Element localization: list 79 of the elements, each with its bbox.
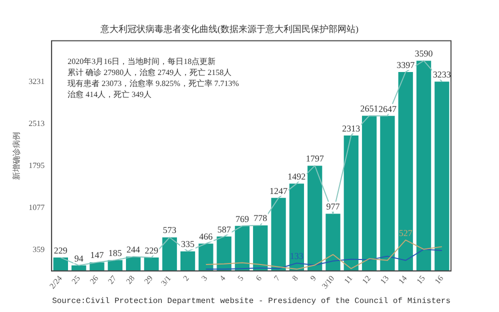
data-label: 229 xyxy=(54,245,68,256)
annotation: 2020年3月16日，当地时间，每日18点更新 xyxy=(68,56,216,66)
x-tick-label: 15 xyxy=(414,274,427,286)
data-label: 573 xyxy=(162,225,177,236)
x-tick-label: 28 xyxy=(124,274,136,286)
bar xyxy=(362,116,377,271)
x-tick-label: 12 xyxy=(360,274,372,286)
x-tick-label: 14 xyxy=(396,274,409,286)
x-tick-label: 6 xyxy=(254,274,264,283)
y-tick-label: 1077 xyxy=(28,202,45,212)
data-label: 229 xyxy=(144,245,159,256)
x-tick-label: 25 xyxy=(70,274,82,286)
annotation: 现有患者 23073，治愈率 9.825%，死亡率 7.713% xyxy=(68,78,240,88)
source-note: Source:Civil Protection Department website - Presidency of the Council of Ministers xyxy=(52,297,451,306)
y-tick-label: 1795 xyxy=(28,160,45,170)
bar xyxy=(416,60,432,271)
data-label: 3233 xyxy=(432,69,452,80)
x-tick-label: 11 xyxy=(342,274,354,286)
bar xyxy=(126,256,141,271)
bar xyxy=(434,82,450,271)
data-label: 185 xyxy=(108,248,122,258)
x-tick-label: 29 xyxy=(142,274,155,286)
data-label: 778 xyxy=(254,213,268,224)
data-label: 2647 xyxy=(378,104,397,114)
data-label: 2651 xyxy=(360,104,378,114)
bar xyxy=(344,135,358,271)
bar xyxy=(198,244,214,271)
x-tick-label: 9 xyxy=(308,274,318,283)
data-label: 147 xyxy=(90,250,104,260)
x-tick-label: 26 xyxy=(88,274,100,286)
data-label: 244 xyxy=(126,244,141,255)
bar xyxy=(326,214,340,271)
data-label: 3590 xyxy=(414,48,434,59)
bar xyxy=(308,166,322,271)
x-tick-label: 3/10 xyxy=(320,274,336,291)
bar xyxy=(53,258,68,271)
x-tick-label: 16 xyxy=(433,274,446,286)
data-label: 527 xyxy=(398,228,413,238)
bar xyxy=(144,258,159,271)
data-label: 3397 xyxy=(396,60,416,70)
x-tick-label: 3 xyxy=(200,274,210,283)
bar xyxy=(289,184,304,271)
annotation: 累计 确诊 27980人，治愈 2749人，死亡 2158人 xyxy=(68,68,232,77)
data-label: 587 xyxy=(217,224,232,234)
bar xyxy=(90,262,104,271)
data-label: 1797 xyxy=(306,154,324,164)
y-tick-label: 3231 xyxy=(28,76,45,86)
x-tick-label: 4 xyxy=(218,274,228,283)
x-tick-label: 2 xyxy=(181,274,191,283)
bar xyxy=(253,225,268,271)
annotation: 治愈 414人，死亡 349人 xyxy=(68,90,152,99)
bar xyxy=(271,198,286,271)
data-label: 335 xyxy=(181,239,196,250)
bar xyxy=(108,260,122,271)
y-tick-label: 2513 xyxy=(28,118,45,128)
x-tick-label: 27 xyxy=(106,274,118,286)
bar xyxy=(180,251,196,271)
bar xyxy=(234,226,250,271)
x-tick-label: 2/24 xyxy=(48,274,64,291)
bar xyxy=(380,116,395,271)
y-axis-title: 新增确诊病例 xyxy=(12,132,21,180)
data-label: 1247 xyxy=(270,186,288,196)
y-tick-label: 359 xyxy=(32,245,45,254)
data-label: 977 xyxy=(326,202,340,212)
data-label: 769 xyxy=(235,214,250,224)
data-label: 1492 xyxy=(288,171,306,182)
bar xyxy=(216,236,232,271)
data-label: 466 xyxy=(199,232,214,242)
bar xyxy=(398,72,413,271)
x-tick-label: 7 xyxy=(272,274,282,283)
x-tick-label: 5 xyxy=(236,274,246,283)
bar xyxy=(162,237,177,271)
x-tick-label: 13 xyxy=(378,274,391,286)
data-label: 133 xyxy=(290,251,304,262)
chart-title: 意大利冠状病毒患者变化曲线(数据来源于意大利国民保护部网站) xyxy=(100,24,358,34)
data-label: 94 xyxy=(74,253,84,264)
x-tick-label: 8 xyxy=(290,274,300,283)
data-label: 2313 xyxy=(342,123,361,134)
x-tick-label: 3/1 xyxy=(159,274,173,288)
